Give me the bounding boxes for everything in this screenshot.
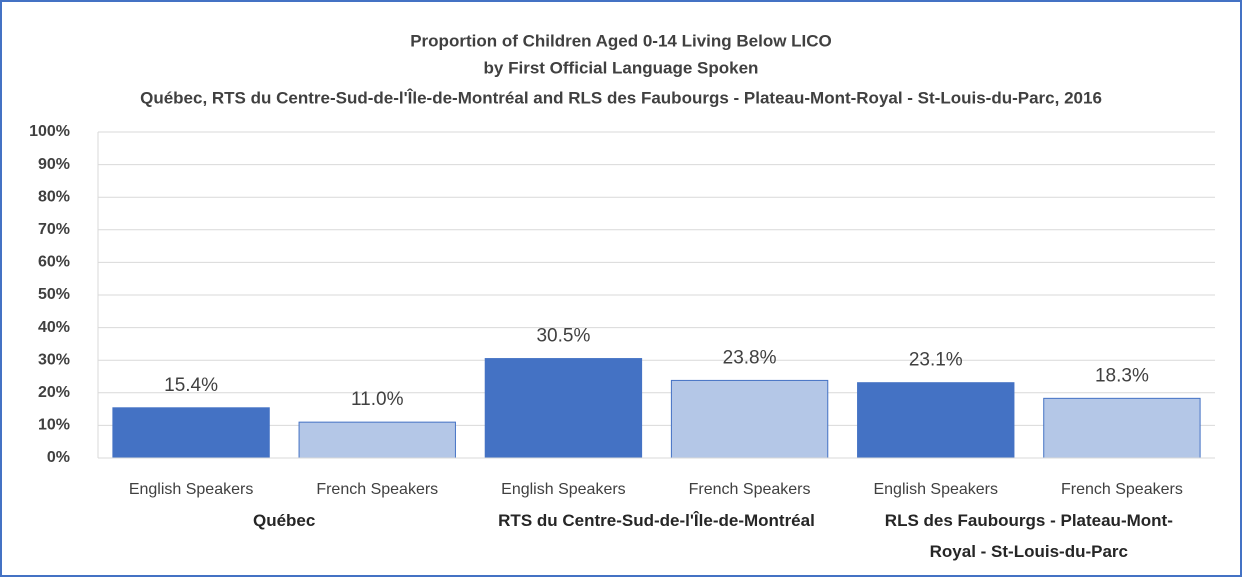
bar [857,382,1015,459]
bar [1043,397,1201,459]
group-label: RLS des Faubourgs - Plateau-Mont-Royal -… [884,511,1173,561]
y-tick-label: 60% [38,254,70,271]
y-tick-label: 10% [38,417,70,434]
y-tick-label: 90% [38,156,70,173]
value-label: 30.5% [536,326,590,347]
value-label: 18.3% [1095,365,1149,386]
bar [484,358,643,459]
value-label: 23.1% [909,350,963,371]
chart-title: Proportion of Children Aged 0-14 Living … [410,31,832,50]
x-tick-label: French Speakers [1061,481,1183,498]
group-label: Québec [252,511,316,530]
y-tick-label: 30% [38,351,70,368]
y-tick-label: 100% [29,123,70,140]
bar [112,407,270,459]
x-tick-label: English Speakers [873,481,998,498]
bar [670,379,829,459]
y-tick-label: 80% [38,188,70,205]
x-tick-label: English Speakers [129,481,254,498]
y-tick-label: 20% [38,384,70,401]
chart-subtitle: by First Official Language Spoken [484,58,759,77]
x-tick-label: English Speakers [501,481,626,498]
value-label: 15.4% [164,375,218,396]
bar [298,421,456,459]
x-tick-label: French Speakers [689,481,811,498]
y-tick-label: 70% [38,221,70,238]
value-label: 11.0% [351,389,404,410]
y-tick-label: 0% [47,449,70,466]
value-label: 23.8% [723,347,777,368]
y-tick-label: 50% [38,286,70,303]
x-tick-label: French Speakers [316,481,438,498]
group-label: RTS du Centre-Sud-de-l'Île-de-Montréal [498,511,815,530]
chart-subtitle: Québec, RTS du Centre-Sud-de-l'Île-de-Mo… [140,88,1102,107]
y-tick-label: 40% [38,319,70,336]
